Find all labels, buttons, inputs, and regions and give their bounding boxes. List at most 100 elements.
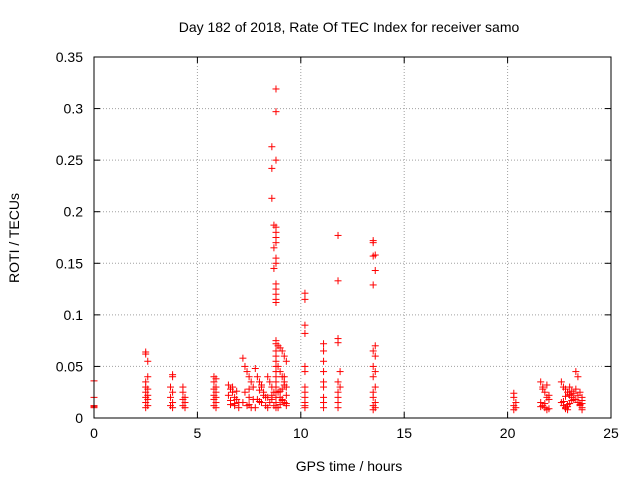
- data-point: [371, 342, 379, 350]
- x-tick-label: 15: [396, 425, 412, 441]
- y-tick-label: 0.1: [64, 307, 84, 323]
- data-point: [301, 289, 309, 297]
- data-point: [167, 393, 175, 401]
- data-point: [272, 239, 280, 247]
- data-point: [167, 383, 175, 391]
- data-point: [266, 378, 274, 386]
- data-point: [369, 347, 377, 355]
- data-point: [369, 373, 377, 381]
- data-point: [233, 387, 241, 395]
- data-point: [231, 400, 239, 408]
- data-point: [334, 277, 342, 285]
- data-point: [320, 368, 328, 376]
- data-point: [280, 373, 288, 381]
- data-point: [272, 108, 280, 116]
- data-point: [272, 156, 280, 164]
- data-point: [260, 391, 268, 399]
- data-point: [245, 393, 253, 401]
- data-point: [169, 373, 177, 381]
- y-tick-label: 0.2: [64, 204, 84, 220]
- data-point: [241, 362, 249, 370]
- data-point: [224, 391, 232, 399]
- data-point: [545, 391, 553, 399]
- data-point: [251, 404, 259, 412]
- data-point: [369, 239, 377, 247]
- data-point: [545, 405, 553, 413]
- x-axis-label: GPS time / hours: [296, 458, 403, 474]
- y-tick-label: 0.3: [64, 101, 84, 117]
- data-point: [371, 352, 379, 360]
- chart-title: Day 182 of 2018, Rate Of TEC Index for r…: [179, 19, 520, 35]
- y-tick-label: 0.15: [56, 255, 83, 271]
- data-point: [369, 252, 377, 260]
- data-point: [320, 357, 328, 365]
- data-point: [572, 368, 580, 376]
- y-axis-label: ROTI / TECUs: [6, 193, 22, 283]
- data-point: [239, 354, 247, 362]
- data-point: [251, 364, 259, 372]
- data-point: [243, 368, 251, 376]
- chart-grid: [94, 57, 611, 418]
- data-point: [255, 386, 263, 394]
- data-point: [278, 347, 286, 355]
- data-point: [270, 244, 278, 252]
- x-tick-label: 0: [90, 425, 98, 441]
- data-point: [510, 406, 518, 414]
- data-point: [541, 400, 549, 408]
- data-point: [276, 387, 284, 395]
- data-point: [369, 393, 377, 401]
- y-tick-label: 0.35: [56, 49, 83, 65]
- data-point: [301, 295, 309, 303]
- data-point: [224, 381, 232, 389]
- data-point: [245, 385, 253, 393]
- x-tick-label: 20: [500, 425, 516, 441]
- x-tick-label: 5: [194, 425, 202, 441]
- data-point: [334, 378, 342, 386]
- data-point: [320, 404, 328, 412]
- data-point: [559, 397, 567, 405]
- data-points: [90, 85, 586, 414]
- data-point: [537, 378, 545, 386]
- data-point: [142, 404, 150, 412]
- data-point: [280, 381, 288, 389]
- data-point: [510, 393, 518, 401]
- data-point: [169, 404, 177, 412]
- data-point: [543, 381, 551, 389]
- data-point: [336, 368, 344, 376]
- data-point: [268, 391, 276, 399]
- data-point: [255, 397, 263, 405]
- data-point: [369, 406, 377, 414]
- data-point: [226, 396, 234, 404]
- data-point: [169, 388, 177, 396]
- data-point: [320, 347, 328, 355]
- data-point: [247, 378, 255, 386]
- data-point: [274, 362, 282, 370]
- data-point: [179, 388, 187, 396]
- data-point: [181, 404, 189, 412]
- data-point: [320, 340, 328, 348]
- data-point: [334, 404, 342, 412]
- data-point: [276, 401, 284, 409]
- data-point: [566, 390, 574, 398]
- y-tick-label: 0.25: [56, 152, 83, 168]
- data-point: [276, 368, 284, 376]
- data-point: [278, 396, 286, 404]
- data-point: [272, 298, 280, 306]
- y-tick-label: 0.05: [56, 358, 83, 374]
- data-point: [253, 373, 261, 381]
- data-point: [264, 393, 272, 401]
- data-point: [301, 404, 309, 412]
- data-point: [144, 357, 152, 365]
- data-point: [268, 194, 276, 202]
- data-point: [212, 404, 220, 412]
- data-point: [336, 383, 344, 391]
- x-tick-label: 10: [293, 425, 309, 441]
- data-point: [537, 403, 545, 411]
- data-point: [566, 383, 574, 391]
- data-point: [241, 388, 249, 396]
- y-tick-labels: 0 0.05 0.1 0.15 0.2 0.25 0.3 0.35: [56, 49, 83, 426]
- data-point: [282, 357, 290, 365]
- data-point: [566, 400, 574, 408]
- data-point: [301, 368, 309, 376]
- data-point: [301, 321, 309, 329]
